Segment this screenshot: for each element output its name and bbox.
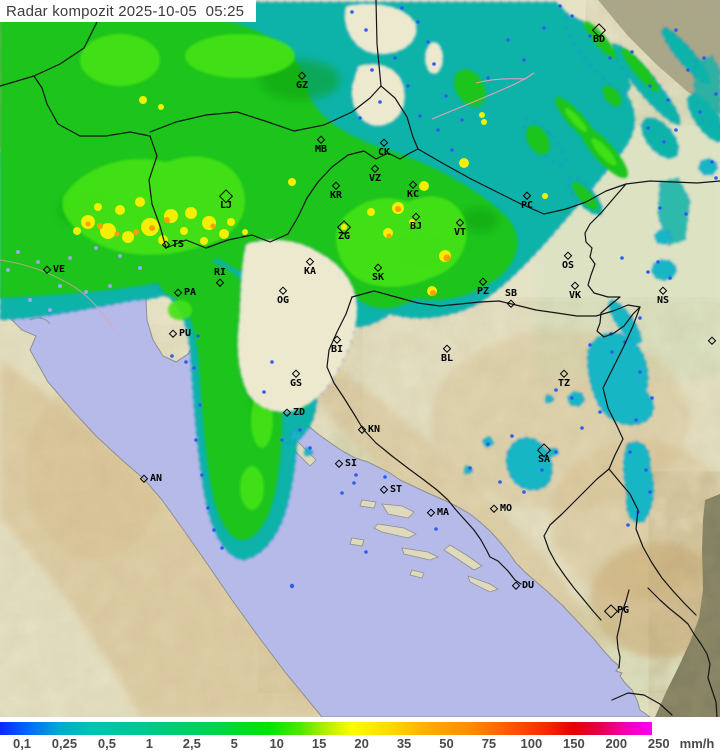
legend-tick-2: 0,5 xyxy=(97,736,116,751)
station-label: BJ xyxy=(409,221,423,232)
titlebar: Radar kompozit 2025-10-05 05:25 xyxy=(0,0,257,22)
station-label: OG xyxy=(276,295,290,306)
legend-tick-8: 20 xyxy=(354,736,369,751)
station-label: OS xyxy=(561,260,575,271)
legend-tick-4: 2,5 xyxy=(182,736,201,751)
radar-map: GZ BD MB CK VZ KR KC LJ PC BJ VT ZG TS OS KA SK VE RI PZ VK… xyxy=(0,0,720,717)
precip-heavy xyxy=(73,96,548,296)
legend-unit-label: mm/h xyxy=(679,736,715,751)
station-label: KA xyxy=(303,266,317,277)
station-label: RI xyxy=(213,267,227,278)
station-label: DU xyxy=(522,580,535,591)
station-label: KR xyxy=(329,190,343,201)
station-label: MA xyxy=(437,507,450,518)
legend-tick-11: 75 xyxy=(481,736,497,751)
station-label: KN xyxy=(368,424,381,435)
legend-colorbar xyxy=(0,722,652,735)
station-label: MB xyxy=(314,144,328,155)
station-label: AN xyxy=(150,473,163,484)
station-label: SA xyxy=(537,454,551,465)
legend-tick-0: 0,1 xyxy=(12,736,32,751)
station-label: TZ xyxy=(557,378,571,389)
station-label: PA xyxy=(184,287,197,298)
legend-tick-15: 250 xyxy=(647,736,670,751)
station-label: VZ xyxy=(368,173,382,184)
legend-tick-6: 10 xyxy=(269,736,284,751)
station-label: PC xyxy=(520,200,534,211)
station-label: BD xyxy=(592,34,606,45)
station-label: PZ xyxy=(476,286,490,297)
station-label: NS xyxy=(656,295,670,306)
station-label: SB xyxy=(504,288,518,299)
precip-cyan-patches xyxy=(290,158,718,524)
station-label: GS xyxy=(289,378,303,389)
faint-speckles xyxy=(6,246,142,312)
precipitation-layer xyxy=(0,1,720,589)
legend-tick-9: 35 xyxy=(396,736,412,751)
station-label: VE xyxy=(53,264,66,275)
station-label: PU xyxy=(179,328,192,339)
country-borders xyxy=(0,0,720,717)
dry-gaps xyxy=(236,3,444,413)
station-label: KC xyxy=(406,189,420,200)
legend-tick-5: 5 xyxy=(230,736,238,751)
legend-tick-3: 1 xyxy=(145,736,153,751)
station-label: SI xyxy=(345,458,358,469)
legend-tick-7: 15 xyxy=(311,736,327,751)
regional-borders xyxy=(0,72,535,331)
legend-tick-labels: 0,1 0,25 0,5 1 2,5 5 10 15 20 35 50 75 100 150 200 250 m… xyxy=(0,736,720,751)
legend-tick-1: 0,25 xyxy=(51,736,78,751)
station-label: VK xyxy=(568,290,582,301)
station-label: LJ xyxy=(219,200,233,211)
legend: 0,1 0,25 0,5 1 2,5 5 10 15 20 35 50 75 100 150 200 250 m… xyxy=(0,717,720,751)
station-label: PG xyxy=(617,605,630,616)
station-label: GZ xyxy=(295,80,309,91)
station-label: MO xyxy=(500,503,513,514)
station-label: SK xyxy=(371,272,385,283)
precip-intense xyxy=(85,206,451,296)
radar-map-image xyxy=(0,0,720,717)
title-text: Radar kompozit 2025-10-05 05:25 xyxy=(6,2,245,20)
legend-tick-12: 100 xyxy=(520,736,543,751)
legend-tick-10: 50 xyxy=(439,736,454,751)
drizzle-speckles xyxy=(170,4,718,589)
station-label: ST xyxy=(390,484,403,495)
station-label: BI xyxy=(330,344,344,355)
legend-tick-14: 200 xyxy=(605,736,628,751)
station-label: BL xyxy=(440,353,454,364)
station-label: TS xyxy=(172,239,185,250)
station-label: ZG xyxy=(337,231,351,242)
station-label: ZD xyxy=(293,407,306,418)
station-label: CK xyxy=(377,147,391,158)
station-label: VT xyxy=(453,227,467,238)
legend-tick-13: 150 xyxy=(562,736,585,751)
